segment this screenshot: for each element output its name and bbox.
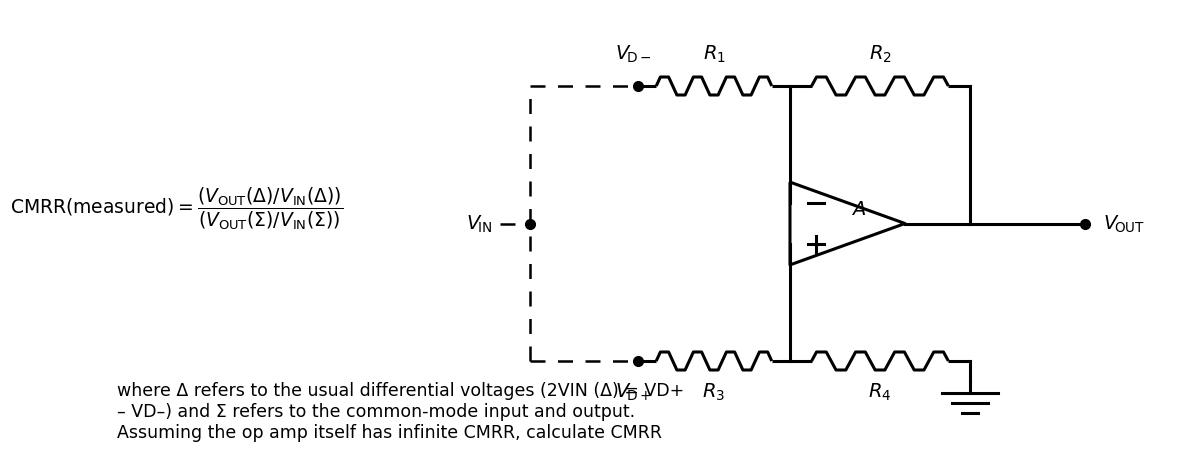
Text: $V_{\!\mathrm{IN}}$: $V_{\!\mathrm{IN}}$	[466, 213, 492, 235]
Text: $V_{\!\mathrm{D+}}$: $V_{\!\mathrm{D+}}$	[614, 381, 652, 402]
Text: $A$: $A$	[852, 200, 866, 218]
Text: $R_3$: $R_3$	[702, 381, 726, 402]
Text: $R_2$: $R_2$	[869, 44, 892, 65]
Text: where Δ refers to the usual differential voltages (2VIN (Δ) = VD+
    – VD–) and: where Δ refers to the usual differential…	[95, 381, 684, 441]
Text: $R_1$: $R_1$	[702, 44, 726, 65]
Text: $\mathrm{CMRR(measured)}=\dfrac{(V_{\mathrm{OUT}}(\Delta)/V_{\mathrm{IN}}(\Delta: $\mathrm{CMRR(measured)}=\dfrac{(V_{\mat…	[10, 185, 343, 232]
Text: $V_{\!\mathrm{OUT}}$: $V_{\!\mathrm{OUT}}$	[1103, 213, 1145, 235]
Text: $R_4$: $R_4$	[869, 381, 892, 402]
Text: $V_{\!\mathrm{D-}}$: $V_{\!\mathrm{D-}}$	[614, 44, 652, 65]
